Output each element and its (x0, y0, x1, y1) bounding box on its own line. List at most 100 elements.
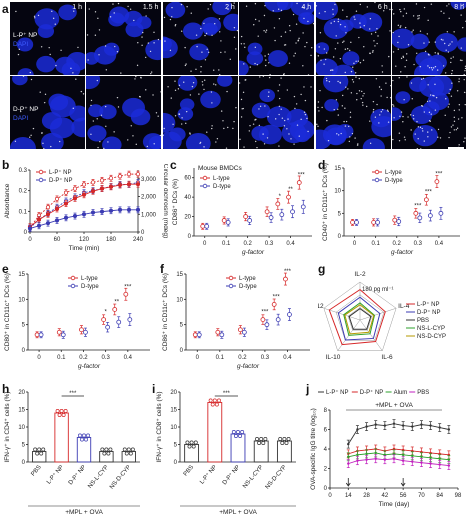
np-signal (209, 3, 211, 6)
np-signal (210, 91, 212, 94)
y-axis-label: CD86⁺ DCs (%) (172, 179, 179, 225)
data-point (122, 447, 127, 452)
nucleus (362, 138, 385, 150)
data-point (238, 434, 243, 438)
bar (276, 440, 292, 463)
np-signal (191, 86, 193, 88)
np-signal (344, 48, 346, 50)
np-signal (218, 18, 220, 20)
np-signal (323, 10, 326, 13)
np-signal (260, 106, 262, 108)
np-signal (335, 133, 338, 135)
x-tick-label: 0.1 (222, 241, 231, 247)
np-signal (95, 34, 97, 36)
np-signal (267, 96, 270, 98)
np-signal (306, 118, 308, 120)
data-point (63, 409, 68, 413)
data-point (117, 207, 123, 212)
np-signal (153, 31, 156, 34)
x-tick-label: 0 (28, 237, 32, 243)
data-point (280, 441, 285, 445)
np-signal (246, 5, 248, 7)
np-signal (162, 134, 164, 137)
data-point (79, 327, 84, 333)
np-signal (423, 42, 425, 44)
np-signal (295, 42, 297, 44)
radar-axis-label: IL-10 (326, 354, 341, 361)
np-signal (163, 128, 165, 130)
np-signal (358, 78, 360, 80)
np-signal (444, 72, 447, 74)
np-signal (417, 15, 419, 17)
np-signal (211, 125, 213, 127)
np-signal (201, 81, 203, 83)
np-signal (258, 125, 261, 127)
data-point (81, 192, 87, 197)
np-signal (189, 94, 191, 97)
np-signal (118, 2, 120, 5)
np-signal (462, 3, 464, 6)
data-point (45, 205, 51, 210)
np-signal (325, 78, 327, 80)
np-signal (354, 72, 356, 74)
np-signal (33, 15, 36, 18)
np-signal (448, 137, 450, 139)
nucleus (268, 50, 289, 67)
data-point (392, 422, 396, 425)
np-signal (346, 48, 348, 50)
np-signal (70, 67, 72, 70)
np-signal (412, 118, 415, 120)
np-signal (231, 128, 234, 130)
np-signal (141, 36, 144, 38)
np-signal (316, 126, 319, 128)
data-point (106, 451, 111, 456)
np-signal (174, 25, 176, 27)
np-signal (174, 90, 177, 92)
np-signal (403, 136, 406, 139)
y-axis-label: IFN-γ⁺ in CD8⁺ cells (%) (156, 391, 163, 462)
np-signal (412, 15, 415, 17)
panel-e-chart: 0 5 10 15 0 0.1 0.2 0.3 0.4 g-factor CD80⁺ in CD11… (4, 272, 150, 370)
np-signal (20, 34, 22, 37)
data-point (116, 319, 122, 325)
row-label: L-P⁺ NP (13, 32, 38, 39)
panel-j-chart: 0 2 4 6 8 0 14 28 42 56 70 84 98 Time (day) OVA-specif… (310, 389, 462, 508)
np-signal (157, 115, 160, 118)
legend-label: L-P⁺ NP (417, 301, 440, 308)
np-signal (88, 8, 91, 10)
data-point (196, 332, 202, 338)
x-tick-label: 84 (436, 493, 443, 499)
np-signal (184, 46, 186, 49)
data-point (365, 425, 368, 428)
np-signal (456, 90, 459, 92)
np-signal (313, 22, 315, 25)
np-signal (355, 93, 358, 95)
np-signal (106, 69, 108, 71)
np-signal (253, 123, 255, 126)
bar (76, 437, 92, 463)
np-signal (430, 67, 433, 69)
np-signal (315, 124, 318, 126)
np-signal (318, 12, 320, 14)
np-signal (241, 35, 243, 38)
legend-label: L-type (81, 276, 98, 282)
x-tick-label: 0.1 (57, 355, 66, 361)
np-signal (87, 59, 90, 61)
np-signal (427, 131, 429, 134)
scale-bar (448, 147, 464, 149)
nucleus (409, 77, 427, 93)
np-signal (139, 96, 141, 98)
np-signal (372, 40, 375, 42)
np-signal (319, 59, 322, 61)
x-axis-label: g-factor (242, 249, 265, 256)
x-tick-label: 60 (54, 237, 61, 243)
np-signal (233, 36, 235, 39)
np-signal (339, 23, 341, 26)
data-point (290, 209, 295, 215)
np-signal (288, 62, 291, 64)
np-signal (357, 36, 360, 39)
np-signal (420, 105, 423, 107)
np-signal (243, 43, 246, 45)
np-signal (337, 18, 339, 20)
nucleus (162, 36, 172, 52)
